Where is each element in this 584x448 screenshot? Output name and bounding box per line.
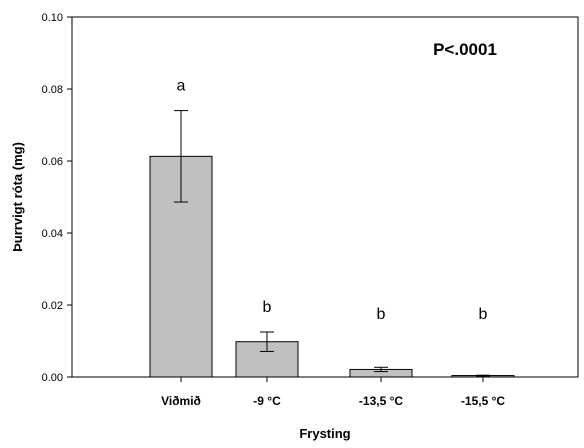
x-tick-label: Viðmið (161, 394, 201, 408)
y-tick-label: 0.04 (42, 228, 63, 240)
y-tick-label: 0.06 (42, 156, 63, 168)
significance-letter: b (263, 299, 272, 316)
significance-letter: a (177, 78, 186, 95)
x-tick-label: -13,5 °C (359, 394, 403, 408)
x-tick-label: -9 °C (253, 394, 281, 408)
significance-letter: b (377, 306, 386, 323)
y-tick-label: 0.02 (42, 300, 63, 312)
y-tick-label: 0.08 (42, 84, 63, 96)
significance-letter: b (479, 306, 488, 323)
y-axis-title: Þurrvigt róta (mg) (10, 142, 25, 252)
x-axis-title: Frysting (299, 426, 350, 441)
x-tick-label: -15,5 °C (461, 394, 505, 408)
p-value-annotation: P<.0001 (433, 40, 497, 59)
chart-marks: 0.00 0.02 0.04 0.06 0.08 0.10 a Viðmið b -9 °C b -1… (42, 12, 515, 408)
y-tick-label: 0.10 (42, 12, 63, 24)
plot-frame (71, 16, 579, 378)
y-tick-label: 0.00 (42, 372, 63, 384)
